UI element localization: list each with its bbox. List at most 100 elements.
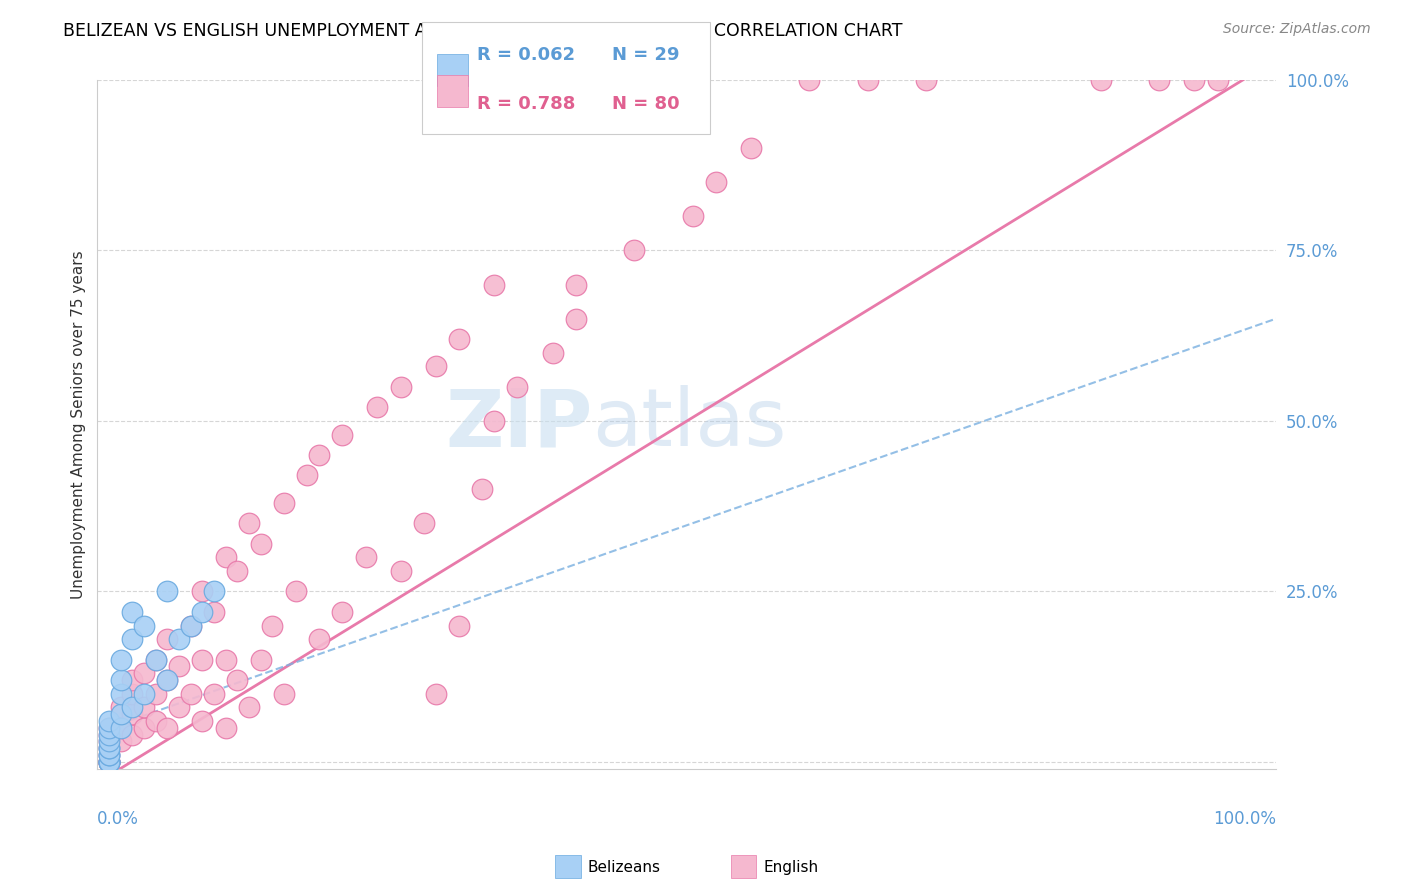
Point bbox=[98, 734, 121, 748]
Point bbox=[98, 755, 121, 769]
Point bbox=[98, 714, 121, 728]
Point bbox=[98, 755, 121, 769]
Point bbox=[191, 714, 214, 728]
Point bbox=[308, 632, 330, 647]
Point bbox=[180, 687, 202, 701]
Point bbox=[156, 673, 179, 687]
Point bbox=[110, 721, 132, 735]
Point bbox=[180, 618, 202, 632]
Point bbox=[98, 755, 121, 769]
Point bbox=[915, 73, 938, 87]
Point bbox=[449, 618, 471, 632]
Point bbox=[132, 666, 155, 681]
Point bbox=[284, 584, 307, 599]
Point bbox=[297, 468, 319, 483]
Point bbox=[156, 673, 179, 687]
Point bbox=[167, 659, 190, 673]
Point bbox=[799, 73, 821, 87]
Text: BELIZEAN VS ENGLISH UNEMPLOYMENT AMONG SENIORS OVER 75 YEARS CORRELATION CHART: BELIZEAN VS ENGLISH UNEMPLOYMENT AMONG S… bbox=[63, 22, 903, 40]
Text: N = 29: N = 29 bbox=[612, 46, 679, 64]
Point bbox=[623, 244, 645, 258]
Point bbox=[506, 380, 529, 394]
Point bbox=[449, 332, 471, 346]
Point bbox=[98, 755, 121, 769]
Point bbox=[132, 618, 155, 632]
Point bbox=[98, 728, 121, 742]
Point bbox=[541, 345, 564, 359]
Point bbox=[110, 687, 132, 701]
Point bbox=[180, 618, 202, 632]
Point bbox=[215, 652, 238, 666]
Point bbox=[121, 707, 143, 722]
Point bbox=[110, 652, 132, 666]
Point bbox=[145, 652, 167, 666]
Point bbox=[98, 748, 121, 763]
Point bbox=[110, 721, 132, 735]
Point bbox=[482, 414, 505, 428]
Point bbox=[740, 141, 762, 155]
Point bbox=[98, 721, 121, 735]
Point bbox=[565, 277, 588, 292]
Point bbox=[110, 734, 132, 748]
Point bbox=[308, 448, 330, 462]
Point bbox=[98, 741, 121, 756]
Point bbox=[226, 673, 249, 687]
Text: 100.0%: 100.0% bbox=[1213, 810, 1277, 828]
Point bbox=[98, 748, 121, 763]
Point bbox=[202, 605, 225, 619]
Point bbox=[682, 210, 704, 224]
Point bbox=[1184, 73, 1206, 87]
Text: atlas: atlas bbox=[592, 385, 787, 463]
Point bbox=[238, 516, 260, 531]
Point bbox=[167, 700, 190, 714]
Point bbox=[132, 687, 155, 701]
Point bbox=[262, 618, 284, 632]
Point bbox=[273, 687, 295, 701]
Text: English: English bbox=[763, 860, 818, 874]
Point bbox=[389, 380, 412, 394]
Point bbox=[332, 427, 354, 442]
Point bbox=[132, 721, 155, 735]
Point bbox=[425, 687, 447, 701]
Point bbox=[226, 564, 249, 578]
Point bbox=[145, 714, 167, 728]
Point bbox=[98, 721, 121, 735]
Point bbox=[98, 755, 121, 769]
Y-axis label: Unemployment Among Seniors over 75 years: Unemployment Among Seniors over 75 years bbox=[72, 250, 86, 599]
Point bbox=[249, 537, 271, 551]
Point bbox=[145, 652, 167, 666]
Text: Belizeans: Belizeans bbox=[588, 860, 661, 874]
Point bbox=[121, 632, 143, 647]
Point bbox=[121, 728, 143, 742]
Text: Source: ZipAtlas.com: Source: ZipAtlas.com bbox=[1223, 22, 1371, 37]
Point bbox=[121, 700, 143, 714]
Point bbox=[98, 755, 121, 769]
Point bbox=[215, 721, 238, 735]
Point bbox=[704, 175, 727, 189]
Point bbox=[238, 700, 260, 714]
Point bbox=[121, 687, 143, 701]
Text: 0.0%: 0.0% bbox=[97, 810, 139, 828]
Point bbox=[413, 516, 436, 531]
Point bbox=[1149, 73, 1171, 87]
Point bbox=[215, 550, 238, 565]
Point bbox=[471, 482, 494, 496]
Point bbox=[249, 652, 271, 666]
Point bbox=[98, 741, 121, 756]
Point bbox=[389, 564, 412, 578]
Point bbox=[110, 707, 132, 722]
Point bbox=[98, 748, 121, 763]
Point bbox=[1206, 73, 1229, 87]
Point bbox=[354, 550, 377, 565]
Text: N = 80: N = 80 bbox=[612, 95, 679, 112]
Point bbox=[98, 755, 121, 769]
Point bbox=[202, 687, 225, 701]
Point bbox=[110, 700, 132, 714]
Point bbox=[98, 728, 121, 742]
Point bbox=[156, 632, 179, 647]
Point bbox=[121, 605, 143, 619]
Point bbox=[98, 734, 121, 748]
Text: ZIP: ZIP bbox=[446, 385, 592, 463]
Point bbox=[191, 605, 214, 619]
Point bbox=[1090, 73, 1112, 87]
